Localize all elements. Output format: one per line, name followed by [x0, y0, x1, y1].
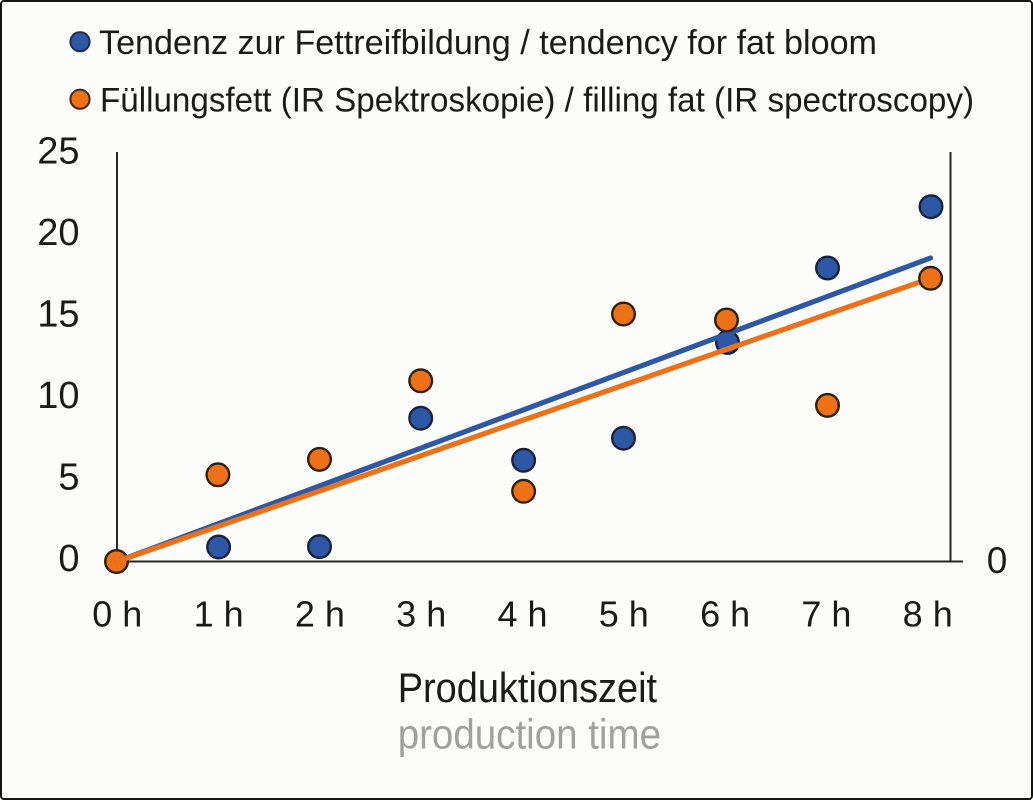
svg-text:0: 0	[58, 538, 79, 580]
svg-text:15: 15	[37, 294, 79, 336]
svg-text:2 h: 2 h	[295, 594, 345, 635]
svg-text:Produktionszeit: Produktionszeit	[398, 664, 658, 711]
svg-text:0: 0	[987, 540, 1008, 581]
svg-text:20: 20	[37, 212, 79, 254]
svg-text:5 h: 5 h	[599, 594, 649, 635]
svg-text:Füllungsfett (IR Spektroskopie: Füllungsfett (IR Spektroskopie) / fillin…	[100, 82, 974, 120]
svg-text:25: 25	[37, 131, 79, 173]
svg-text:Tendenz zur Fettreifbildung /: Tendenz zur Fettreifbildung / tendency f…	[99, 24, 877, 62]
svg-text:1 h: 1 h	[194, 594, 244, 635]
svg-text:0 h: 0 h	[92, 594, 142, 635]
svg-text:7 h: 7 h	[801, 594, 851, 635]
svg-text:6 h: 6 h	[700, 594, 750, 635]
svg-text:8 h: 8 h	[903, 594, 953, 635]
svg-text:production time: production time	[398, 711, 661, 758]
svg-text:3 h: 3 h	[396, 594, 446, 635]
svg-text:5: 5	[58, 457, 79, 499]
svg-text:10: 10	[37, 375, 79, 417]
svg-text:4 h: 4 h	[497, 594, 547, 635]
